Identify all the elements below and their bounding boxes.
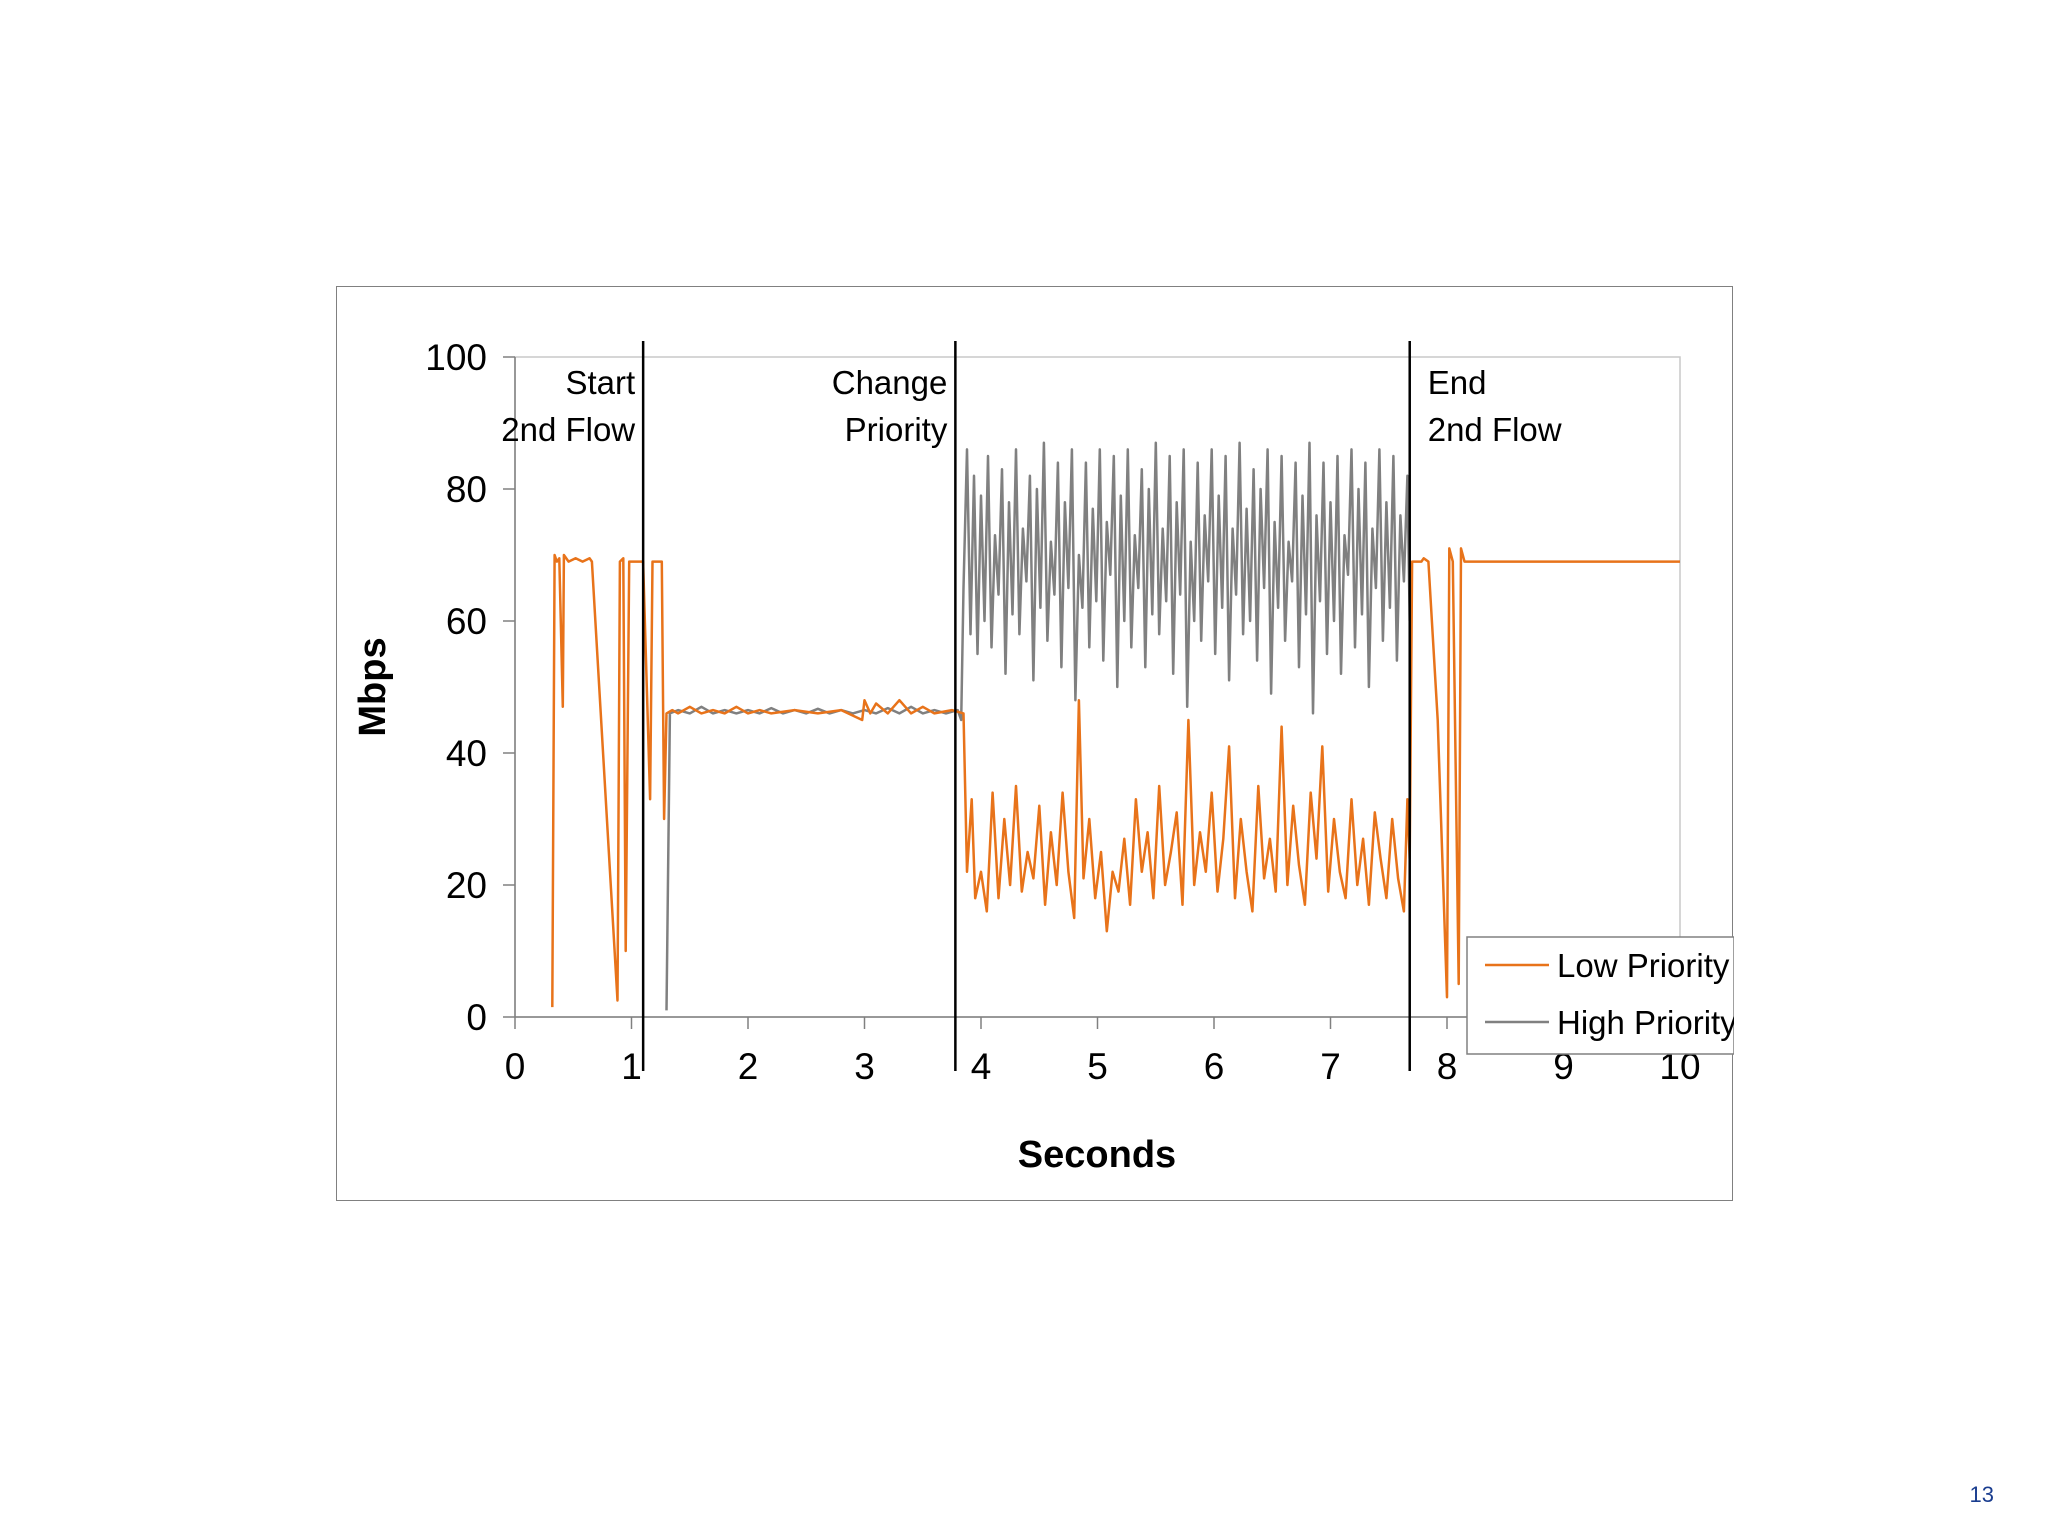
series-line-high-priority — [665, 441, 1411, 1011]
event-label: 2nd Flow — [1428, 411, 1562, 448]
plot-area — [514, 356, 1681, 1018]
y-tick-label: 0 — [466, 997, 487, 1038]
x-tick-label: 6 — [1204, 1046, 1225, 1087]
x-tick-label: 4 — [971, 1046, 992, 1087]
x-tick-label: 8 — [1437, 1046, 1458, 1087]
x-tick-label: 9 — [1553, 1046, 1574, 1087]
event-label: Priority — [845, 411, 948, 448]
y-axis-title: Mbps — [352, 637, 394, 736]
event-label: End — [1428, 364, 1487, 401]
x-tick-label: 5 — [1087, 1046, 1108, 1087]
legend-low-priority-label: Low Priority — [1557, 947, 1730, 984]
y-tick-label: 60 — [446, 601, 487, 642]
x-tick-label: 7 — [1320, 1046, 1341, 1087]
y-tick-label: 80 — [446, 469, 487, 510]
x-tick-label: 1 — [621, 1046, 642, 1087]
chart-frame: 0 1 2 3 4 5 6 7 8 9 10 0 20 40 60 80 100 Start 2nd Flow Ch… — [336, 286, 1734, 1201]
page-number: 13 — [1969, 1482, 1994, 1507]
y-tick-label: 100 — [425, 337, 487, 378]
event-label: Start — [565, 364, 635, 401]
legend-high-priority-label: High Priority — [1557, 1004, 1734, 1041]
legend-box — [1466, 936, 1734, 1055]
series-layer — [551, 441, 1680, 1011]
legend: Low Priority High Priority — [1466, 936, 1734, 1055]
event-label: Change — [832, 364, 948, 401]
series-line-low-priority — [551, 547, 1680, 1008]
event-label: 2nd Flow — [501, 411, 635, 448]
y-tick-label: 20 — [446, 865, 487, 906]
x-axis-title: Seconds — [1018, 1134, 1176, 1176]
x-tick-label: 2 — [738, 1046, 759, 1087]
events-layer: Start 2nd Flow Change Priority End 2nd Flow — [501, 341, 1562, 1071]
x-tick-label: 3 — [854, 1046, 875, 1087]
x-tick-label: 0 — [505, 1046, 526, 1087]
y-tick-label: 40 — [446, 733, 487, 774]
